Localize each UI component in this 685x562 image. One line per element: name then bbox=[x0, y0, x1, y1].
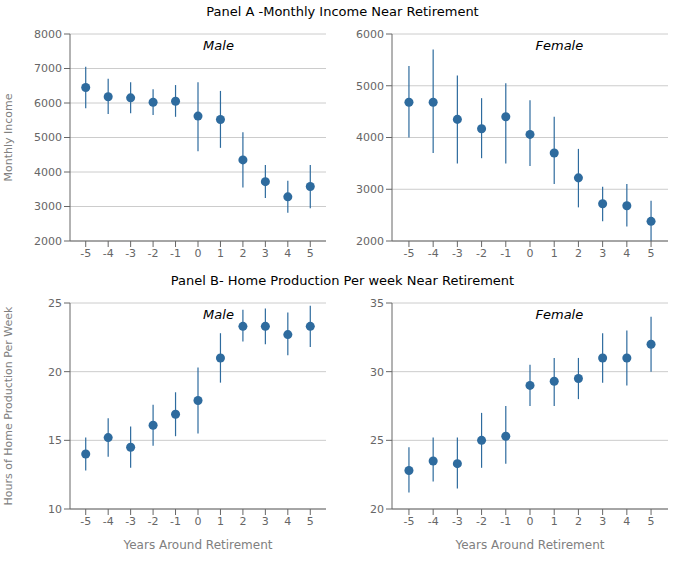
svg-text:-1: -1 bbox=[500, 515, 511, 528]
svg-text:1: 1 bbox=[217, 247, 224, 260]
svg-text:20: 20 bbox=[48, 366, 62, 379]
html-text:Panel A -Monthly Income Near R: Panel A -Monthly Income Near Retirement bbox=[206, 4, 479, 19]
svg-text:4: 4 bbox=[284, 247, 291, 260]
svg-text:7000: 7000 bbox=[34, 62, 62, 75]
svg-text:2000: 2000 bbox=[34, 235, 62, 248]
svg-text:Years Around Retirement: Years Around Retirement bbox=[123, 538, 273, 552]
svg-text:-2: -2 bbox=[148, 515, 159, 528]
svg-text:5: 5 bbox=[648, 247, 655, 260]
html-text:Male: Male bbox=[203, 38, 234, 53]
svg-text:4: 4 bbox=[623, 515, 630, 528]
svg-text:8000: 8000 bbox=[34, 28, 62, 41]
svg-text:-4: -4 bbox=[428, 247, 439, 260]
svg-text:-5: -5 bbox=[80, 247, 91, 260]
svg-text:-4: -4 bbox=[428, 515, 439, 528]
svg-text:1: 1 bbox=[217, 515, 224, 528]
svg-text:10: 10 bbox=[48, 503, 62, 516]
svg-text:-5: -5 bbox=[403, 515, 414, 528]
svg-text:5: 5 bbox=[648, 515, 655, 528]
svg-text:2: 2 bbox=[575, 247, 582, 260]
svg-text:Monthly Income: Monthly Income bbox=[8, 93, 15, 181]
svg-text:4: 4 bbox=[284, 515, 291, 528]
svg-text:-5: -5 bbox=[403, 247, 414, 260]
svg-text:6000: 6000 bbox=[356, 28, 384, 41]
svg-text:-1: -1 bbox=[170, 515, 181, 528]
html-text:Female: Female bbox=[535, 38, 584, 53]
svg-text:-3: -3 bbox=[125, 515, 136, 528]
html-text:Male: Male bbox=[203, 307, 234, 322]
svg-text:25: 25 bbox=[370, 434, 384, 447]
svg-text:15: 15 bbox=[48, 434, 62, 447]
svg-text:-5: -5 bbox=[80, 515, 91, 528]
svg-text:35: 35 bbox=[370, 297, 384, 310]
svg-text:2: 2 bbox=[239, 247, 246, 260]
svg-text:1: 1 bbox=[551, 515, 558, 528]
svg-text:30: 30 bbox=[370, 366, 384, 379]
svg-text:4000: 4000 bbox=[356, 131, 384, 144]
svg-text:-3: -3 bbox=[452, 515, 463, 528]
svg-text:-2: -2 bbox=[476, 515, 487, 528]
svg-text:-1: -1 bbox=[500, 247, 511, 260]
svg-text:3: 3 bbox=[599, 247, 606, 260]
svg-text:3: 3 bbox=[262, 515, 269, 528]
svg-text:5: 5 bbox=[307, 247, 314, 260]
svg-text:-2: -2 bbox=[476, 247, 487, 260]
svg-text:5000: 5000 bbox=[356, 80, 384, 93]
svg-text:20: 20 bbox=[370, 503, 384, 516]
svg-text:Years Around Retirement: Years Around Retirement bbox=[455, 538, 605, 552]
svg-text:4000: 4000 bbox=[34, 166, 62, 179]
svg-text:-3: -3 bbox=[125, 247, 136, 260]
svg-text:2: 2 bbox=[575, 515, 582, 528]
svg-text:-4: -4 bbox=[103, 247, 114, 260]
svg-text:0: 0 bbox=[527, 247, 534, 260]
svg-text:-2: -2 bbox=[148, 247, 159, 260]
svg-text:2: 2 bbox=[239, 515, 246, 528]
html-text:Panel B- Home Production Per w: Panel B- Home Production Per week Near R… bbox=[170, 273, 515, 288]
svg-text:3: 3 bbox=[262, 247, 269, 260]
svg-text:6000: 6000 bbox=[34, 97, 62, 110]
svg-text:4: 4 bbox=[623, 247, 630, 260]
svg-text:Hours of Home Production Per W: Hours of Home Production Per Week bbox=[8, 306, 15, 506]
svg-text:3000: 3000 bbox=[356, 183, 384, 196]
svg-text:0: 0 bbox=[527, 515, 534, 528]
svg-text:2000: 2000 bbox=[356, 235, 384, 248]
svg-text:0: 0 bbox=[195, 515, 202, 528]
svg-text:0: 0 bbox=[195, 247, 202, 260]
svg-text:-3: -3 bbox=[452, 247, 463, 260]
svg-text:5: 5 bbox=[307, 515, 314, 528]
svg-text:-4: -4 bbox=[103, 515, 114, 528]
html-text:Female: Female bbox=[535, 307, 584, 322]
svg-text:5000: 5000 bbox=[34, 131, 62, 144]
svg-text:25: 25 bbox=[48, 297, 62, 310]
svg-text:3000: 3000 bbox=[34, 200, 62, 213]
svg-text:3: 3 bbox=[599, 515, 606, 528]
svg-text:-1: -1 bbox=[170, 247, 181, 260]
svg-text:1: 1 bbox=[551, 247, 558, 260]
